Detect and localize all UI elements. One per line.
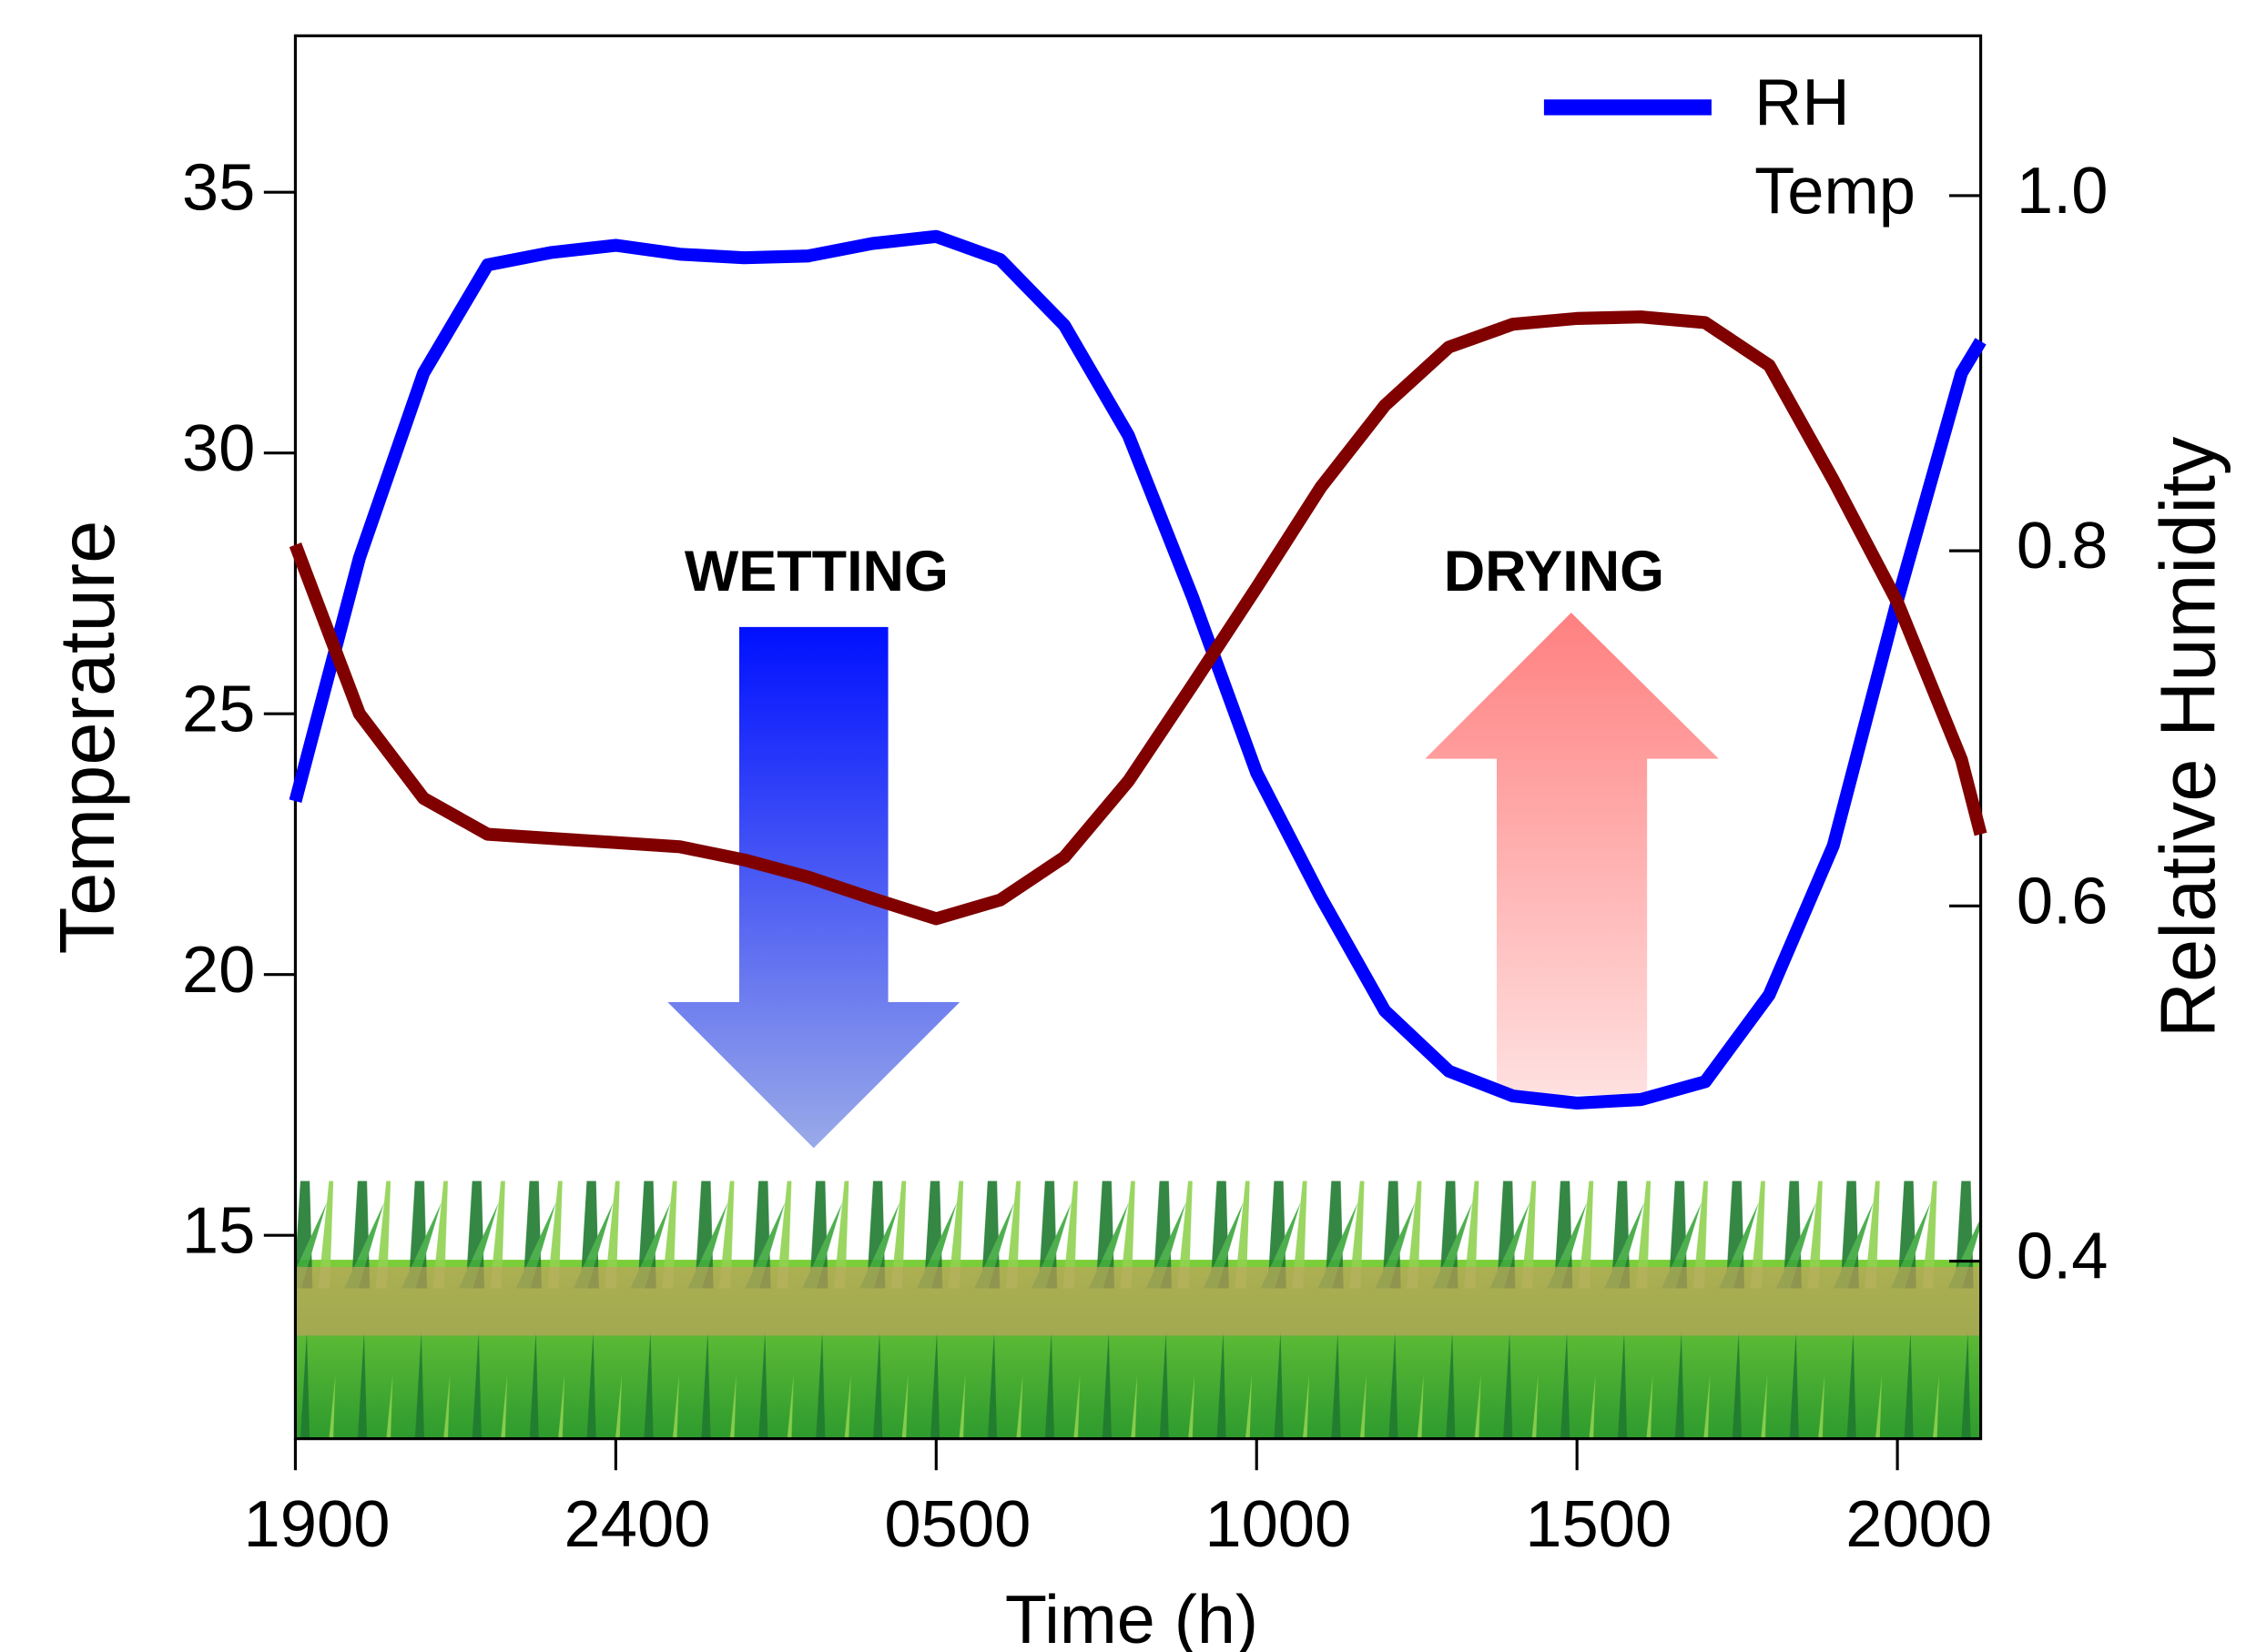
y2-tick-label: 0.8 <box>2017 510 2109 583</box>
y2-tick-label: 0.6 <box>2017 865 2109 937</box>
series-line <box>289 229 1987 1110</box>
x-tick-label: 0500 <box>884 1488 1031 1561</box>
drying-arrow <box>1425 613 1719 1096</box>
legend-label: Temp <box>1754 156 1916 228</box>
grass <box>295 1181 1981 1439</box>
legend-label: RH <box>1754 66 1849 139</box>
y-tick-label: 35 <box>182 151 255 224</box>
x-axis-title: Time (h) <box>1005 1581 1258 1652</box>
y-axis-title: Temperature <box>44 521 130 955</box>
annotation: WETTING <box>685 540 949 603</box>
plot-frame <box>293 34 1983 1441</box>
wetting-arrow <box>667 626 960 1149</box>
y-tick-label: 20 <box>182 934 255 1007</box>
y2-tick-label: 0.4 <box>2017 1221 2109 1293</box>
y2-axis-title: Relative Humidity <box>2144 436 2231 1038</box>
y-tick-label: 30 <box>182 412 255 485</box>
x-tick-label: 2400 <box>564 1488 711 1561</box>
series-line <box>289 310 1987 926</box>
y-tick-label: 25 <box>182 673 255 745</box>
x-tick-label: 1000 <box>1204 1488 1351 1561</box>
y-tick-label: 15 <box>182 1194 255 1267</box>
annotation: DRYING <box>1444 540 1664 603</box>
x-tick-label: 1900 <box>244 1488 391 1561</box>
y2-tick-label: 1.0 <box>2017 155 2109 228</box>
x-tick-label: 1500 <box>1525 1488 1672 1561</box>
title: ammonia volatilization. <box>29 0 608 10</box>
x-tick-label: 2000 <box>1845 1488 1992 1561</box>
